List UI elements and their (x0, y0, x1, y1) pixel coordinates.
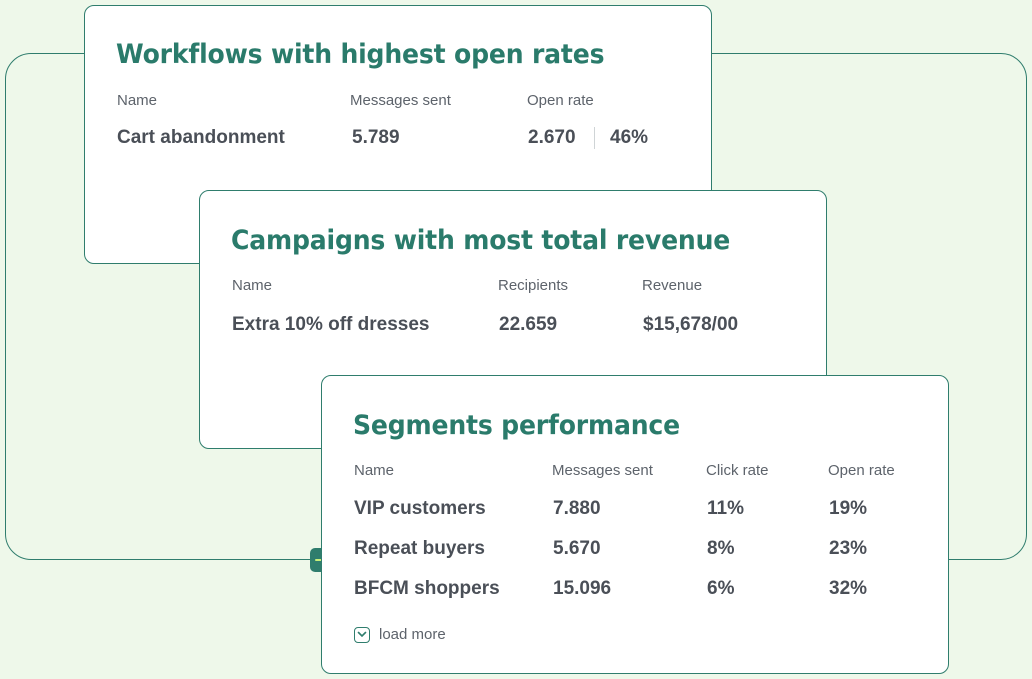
workflow-name: Cart abandonment (117, 127, 285, 148)
campaign-recipients: 22.659 (499, 314, 558, 335)
segment-name: BFCM shoppers (354, 578, 500, 599)
campaign-name: Extra 10% off dresses (232, 314, 430, 335)
segments-title: Segments performance (353, 410, 680, 441)
campaigns-header-name: Name (232, 277, 273, 294)
segments-header-open-rate: Open rate (828, 462, 895, 479)
workflows-header-open-rate: Open rate (527, 92, 594, 109)
opens-divider (594, 127, 595, 149)
load-more-button[interactable]: load more (354, 626, 446, 643)
workflow-messages-sent: 5.789 (352, 127, 400, 148)
chevron-down-icon (354, 626, 370, 643)
campaigns-header-recipients: Recipients (498, 277, 569, 294)
segment-messages-sent: 5.670 (553, 538, 601, 559)
segments-header-name: Name (354, 462, 395, 479)
segments-header-click-rate: Click rate (706, 462, 769, 479)
campaigns-header-revenue: Revenue (642, 277, 703, 294)
segment-open-rate: 19% (829, 498, 868, 519)
segments-header-messages-sent: Messages sent (552, 462, 653, 479)
segment-messages-sent: 15.096 (553, 578, 612, 599)
segments-card: Segments performance Name Messages sent … (321, 375, 949, 674)
workflow-opens: 2.670 (528, 127, 576, 148)
segment-click-rate: 11% (707, 498, 744, 519)
workflows-title: Workflows with highest open rates (116, 39, 605, 70)
campaign-revenue: $15,678/00 (643, 314, 739, 335)
segment-click-rate: 8% (707, 538, 735, 559)
segment-name: Repeat buyers (354, 538, 485, 559)
segment-open-rate: 32% (829, 578, 868, 599)
workflows-header-name: Name (117, 92, 158, 109)
segment-click-rate: 6% (707, 578, 735, 599)
workflow-open-rate: 46% (610, 127, 649, 148)
segment-open-rate: 23% (829, 538, 868, 559)
workflows-header-messages-sent: Messages sent (350, 92, 451, 109)
segment-messages-sent: 7.880 (553, 498, 601, 519)
load-more-label: load more (379, 626, 446, 643)
campaigns-title: Campaigns with most total revenue (231, 225, 731, 256)
segment-name: VIP customers (354, 498, 486, 519)
